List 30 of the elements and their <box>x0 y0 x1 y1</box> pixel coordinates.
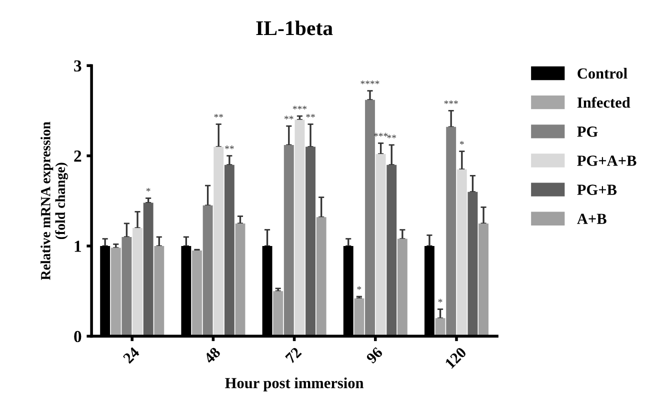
data-label: * <box>438 298 442 302</box>
y-axis-title: Relative mRNA expression (fold change) <box>40 122 68 280</box>
data-label: ** <box>284 116 294 120</box>
legend-label: Control <box>578 68 628 79</box>
legend-label: PG <box>577 126 598 137</box>
x-tick-label: 72 <box>284 346 302 364</box>
y-tick-label: 2 <box>74 150 82 162</box>
data-label: ** <box>225 146 234 150</box>
data-label: *** <box>292 106 307 110</box>
y-tick-label: 3 <box>74 60 82 72</box>
data-label: * <box>357 286 362 290</box>
legend-label: A+B <box>577 214 606 224</box>
data-label: *** <box>444 100 458 104</box>
data-label: ** <box>214 114 224 118</box>
data-label: * <box>460 141 464 145</box>
legend-label: PG+B <box>577 184 617 195</box>
legend-label: Infected <box>577 96 630 108</box>
data-label: * <box>146 188 150 192</box>
y-tick-label: 0 <box>74 330 82 342</box>
y-tick-label: 1 <box>74 240 81 252</box>
chart-title: IL-1beta <box>256 20 333 36</box>
data-label: **** <box>360 80 380 84</box>
data-label: ** <box>387 134 396 138</box>
data-label: ** <box>306 114 315 118</box>
x-tick-label: 24 <box>122 346 140 364</box>
x-tick-label: 120 <box>444 346 467 369</box>
legend-label: PG+A+B <box>577 156 636 166</box>
x-tick-label: 96 <box>366 346 384 364</box>
x-axis-title: Hour post immersion <box>225 377 364 392</box>
x-tick-label: 48 <box>203 346 221 364</box>
